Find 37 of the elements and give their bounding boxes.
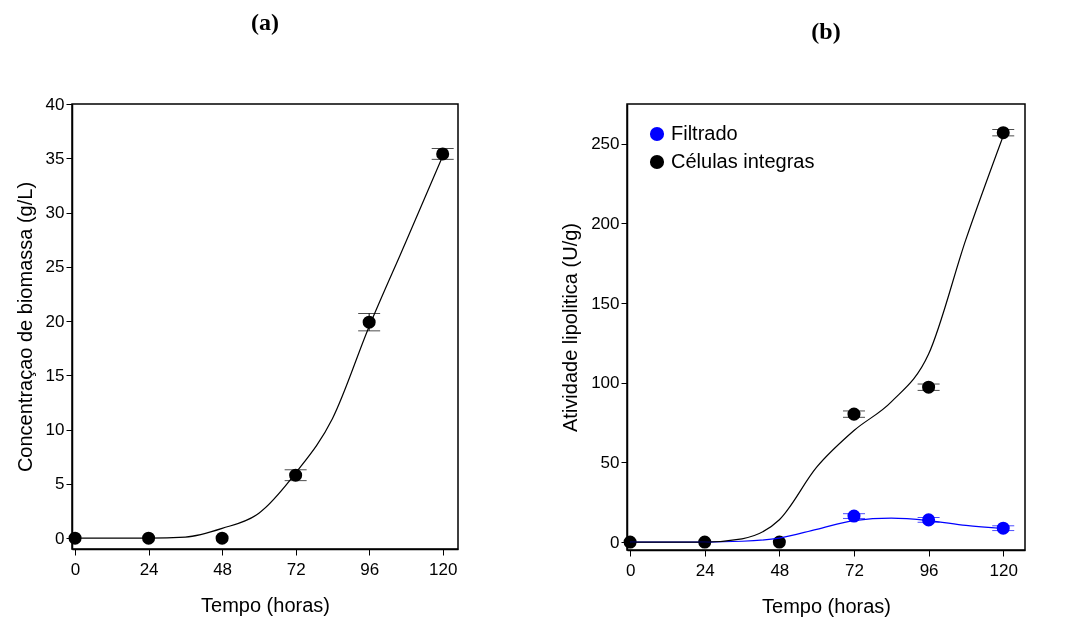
x-tick-label: 24 <box>695 560 715 580</box>
x-tick-label: 0 <box>70 559 81 579</box>
point <box>772 535 786 549</box>
x-tick-label: 120 <box>429 559 458 579</box>
y-tick-label: 100 <box>591 373 620 393</box>
y-tick-label: 25 <box>45 257 65 277</box>
y-tick-label: 20 <box>45 311 65 331</box>
y-tick-label: 30 <box>45 203 65 223</box>
y-tick-label: 40 <box>45 94 65 114</box>
x-tick-label: 24 <box>139 559 159 579</box>
y-tick-label: 10 <box>45 420 65 440</box>
x-tick-label: 48 <box>213 559 233 579</box>
y-tick-label: 250 <box>591 134 620 154</box>
x-tick-label: 120 <box>989 560 1018 580</box>
y-tick-label: 5 <box>55 474 65 494</box>
y-axis-title: Atividade lipolitica (U/g) <box>559 223 582 432</box>
legend-label: Células integras <box>671 150 815 172</box>
y-tick-label: 50 <box>600 452 620 472</box>
y-tick-label: 0 <box>610 532 620 552</box>
y-tick-label: 0 <box>55 528 65 548</box>
y-axis-title: Concentraçao de biomassa (g/L) <box>13 181 36 473</box>
x-axis-title: Tempo (horas) <box>762 594 891 617</box>
x-tick-label: 96 <box>360 559 380 579</box>
y-tick-label: 15 <box>45 365 65 385</box>
chart-title: (a) <box>251 9 279 35</box>
y-tick-label: 35 <box>45 148 65 168</box>
x-tick-label: 0 <box>625 560 636 580</box>
point <box>215 531 229 545</box>
x-tick-label: 72 <box>845 560 864 580</box>
x-tick-label: 72 <box>286 559 306 579</box>
x-axis-title: Tempo (horas) <box>201 593 330 616</box>
legend-label: Filtrado <box>671 122 738 144</box>
x-tick-label: 48 <box>770 560 790 580</box>
y-tick-label: 150 <box>591 293 620 313</box>
y-tick-label: 200 <box>591 213 620 233</box>
chart-title: (b) <box>811 18 841 44</box>
x-tick-label: 96 <box>919 560 939 580</box>
